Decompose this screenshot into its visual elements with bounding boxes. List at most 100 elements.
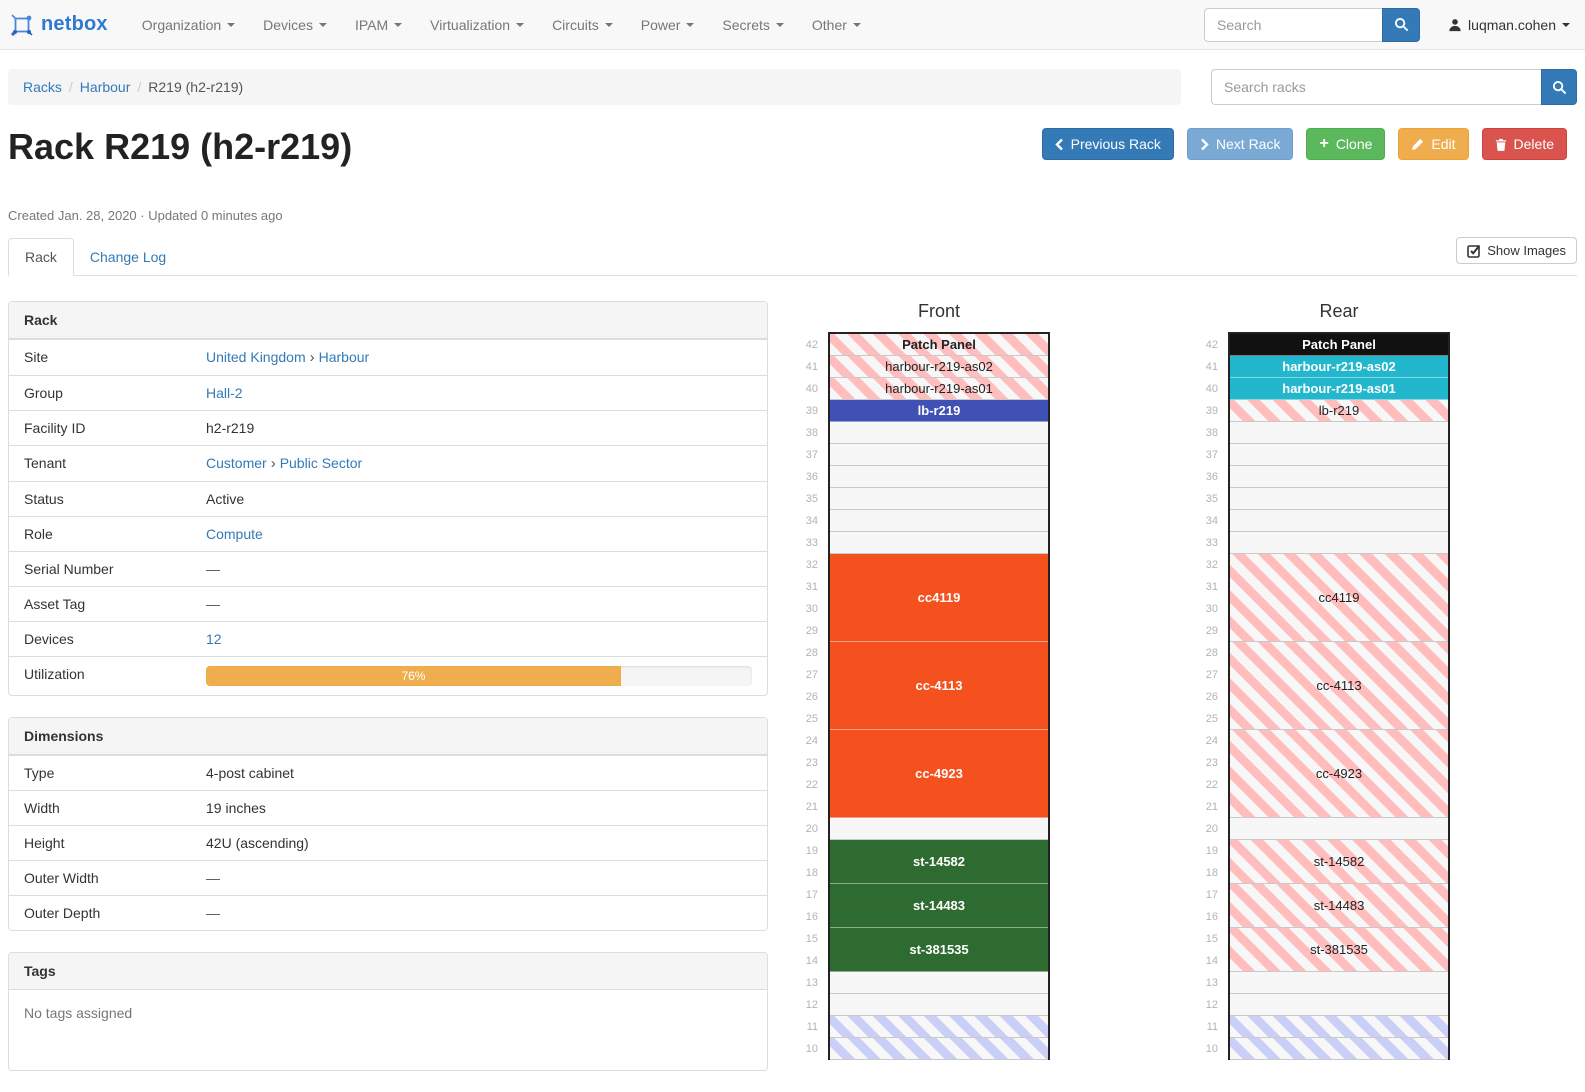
user-icon xyxy=(1448,18,1462,32)
device-cc-4113[interactable]: cc-4113 xyxy=(830,642,1048,730)
nav-item-devices[interactable]: Devices xyxy=(249,1,341,49)
device-lb-r219[interactable]: lb-r219 xyxy=(830,400,1048,422)
unit-number-front-31: 31 xyxy=(805,581,818,593)
main-menu: Organization Devices IPAM Virtualization Cir… xyxy=(128,1,875,49)
netbox-logo[interactable]: netbox xyxy=(10,13,108,37)
empty-unit-front-35[interactable] xyxy=(830,488,1048,510)
device-st-381535[interactable]: st-381535 xyxy=(830,928,1048,972)
device-harbour-r219-as01[interactable]: harbour-r219-as01 xyxy=(1230,378,1448,400)
empty-unit-rear-12[interactable] xyxy=(1230,994,1448,1016)
device-cc4119[interactable]: cc4119 xyxy=(830,554,1048,642)
delete-button[interactable]: Delete xyxy=(1481,128,1567,160)
device-lb-r219[interactable]: lb-r219 xyxy=(1230,400,1448,422)
empty-unit-rear-33[interactable] xyxy=(1230,532,1448,554)
tab-change-log[interactable]: Change Log xyxy=(89,249,167,265)
reserved-units-rear-11 xyxy=(1230,1016,1448,1038)
nav-item-circuits[interactable]: Circuits xyxy=(538,1,627,49)
rack-search-button[interactable] xyxy=(1541,69,1577,105)
empty-unit-front-34[interactable] xyxy=(830,510,1048,532)
device-harbour-r219-as02[interactable]: harbour-r219-as02 xyxy=(830,356,1048,378)
search-icon xyxy=(1552,80,1567,95)
breadcrumb-link-racks[interactable]: Racks xyxy=(23,79,62,95)
rack-search-input[interactable] xyxy=(1211,69,1541,105)
chevron-down-icon xyxy=(516,22,525,27)
empty-unit-front-13[interactable] xyxy=(830,972,1048,994)
chevron-down-icon xyxy=(775,22,784,27)
device-st-14582[interactable]: st-14582 xyxy=(830,840,1048,884)
global-search-button[interactable] xyxy=(1382,7,1421,42)
device-st-381535[interactable]: st-381535 xyxy=(1230,928,1448,972)
site-link[interactable]: Harbour xyxy=(318,349,370,365)
device-label: cc-4113 xyxy=(1316,678,1362,693)
device-cc-4923[interactable]: cc-4923 xyxy=(830,730,1048,818)
show-images-button[interactable]: Show Images xyxy=(1456,237,1577,264)
device-st-14582[interactable]: st-14582 xyxy=(1230,840,1448,884)
role-link[interactable]: Compute xyxy=(206,526,263,542)
empty-unit-front-20[interactable] xyxy=(830,818,1048,840)
device-patch-panel[interactable]: Patch Panel xyxy=(1230,334,1448,356)
next-rack-button[interactable]: Next Rack xyxy=(1186,128,1294,160)
device-label: st-14582 xyxy=(1313,854,1365,869)
empty-unit-rear-20[interactable] xyxy=(1230,818,1448,840)
empty-unit-rear-37[interactable] xyxy=(1230,444,1448,466)
unit-number-front-16: 16 xyxy=(805,911,818,923)
attr-row-outer-width: Outer Width — xyxy=(9,860,767,895)
nav-item-power[interactable]: Power xyxy=(627,1,709,49)
global-search-input[interactable] xyxy=(1204,7,1383,42)
rack-box-rear: Patch Panel harbour-r219-as02 harbour-r219… xyxy=(1228,332,1450,1060)
unit-number-front-29: 29 xyxy=(805,625,818,637)
devices-count-link[interactable]: 12 xyxy=(206,631,222,647)
device-st-14483[interactable]: st-14483 xyxy=(1230,884,1448,928)
device-harbour-r219-as01[interactable]: harbour-r219-as01 xyxy=(830,378,1048,400)
empty-unit-front-38[interactable] xyxy=(830,422,1048,444)
reserved-units-front-11 xyxy=(830,1016,1048,1038)
device-cc-4113[interactable]: cc-4113 xyxy=(1230,642,1448,730)
device-label: harbour-r219-as01 xyxy=(1282,381,1396,396)
tenant-group-link[interactable]: Customer xyxy=(206,455,267,471)
nav-item-organization[interactable]: Organization xyxy=(128,1,249,49)
nav-item-ipam[interactable]: IPAM xyxy=(341,1,416,49)
unit-number-front-23: 23 xyxy=(805,757,818,769)
tenant-link[interactable]: Public Sector xyxy=(279,455,363,471)
device-harbour-r219-as02[interactable]: harbour-r219-as02 xyxy=(1230,356,1448,378)
elevation-front-title: Front xyxy=(917,301,960,321)
previous-rack-button[interactable]: Previous Rack xyxy=(1041,128,1174,160)
device-patch-panel[interactable]: Patch Panel xyxy=(830,334,1048,356)
empty-unit-rear-13[interactable] xyxy=(1230,972,1448,994)
unit-number-rear-27: 27 xyxy=(1205,669,1218,681)
unit-number-front-22: 22 xyxy=(805,779,818,791)
unit-number-front-24: 24 xyxy=(805,735,818,747)
nav-item-virtualization[interactable]: Virtualization xyxy=(416,1,538,49)
empty-unit-front-12[interactable] xyxy=(830,994,1048,1016)
device-label: st-14483 xyxy=(1313,898,1365,913)
empty-unit-rear-38[interactable] xyxy=(1230,422,1448,444)
empty-unit-front-33[interactable] xyxy=(830,532,1048,554)
empty-unit-rear-34[interactable] xyxy=(1230,510,1448,532)
unit-number-front-40: 40 xyxy=(805,383,818,395)
check-square-icon xyxy=(1467,244,1481,258)
rack-group-link[interactable]: Hall-2 xyxy=(206,385,243,401)
empty-unit-rear-35[interactable] xyxy=(1230,488,1448,510)
unit-number-rear-29: 29 xyxy=(1205,625,1218,637)
nav-item-other[interactable]: Other xyxy=(798,1,875,49)
breadcrumb-link-harbour[interactable]: Harbour xyxy=(79,79,131,95)
empty-unit-front-36[interactable] xyxy=(830,466,1048,488)
reserved-units-front-10 xyxy=(830,1038,1048,1060)
unit-rail-rear: 42 41 40 39 38 37 36 35 34 33 32 31 30 29 28 27 26 25 24 23… xyxy=(1188,332,1228,1060)
nav-item-secrets[interactable]: Secrets xyxy=(708,1,797,49)
empty-unit-front-37[interactable] xyxy=(830,444,1048,466)
unit-number-front-28: 28 xyxy=(805,647,818,659)
region-link[interactable]: United Kingdom xyxy=(206,349,306,365)
empty-unit-rear-36[interactable] xyxy=(1230,466,1448,488)
device-cc4119[interactable]: cc4119 xyxy=(1230,554,1448,642)
user-menu[interactable]: luqman.cohen xyxy=(1448,17,1570,33)
breadcrumb: Racks / Harbour / R219 (h2-r219) xyxy=(8,69,1181,105)
unit-number-front-38: 38 xyxy=(805,427,818,439)
device-cc-4923[interactable]: cc-4923 xyxy=(1230,730,1448,818)
device-st-14483[interactable]: st-14483 xyxy=(830,884,1048,928)
clone-button[interactable]: + Clone xyxy=(1306,128,1386,160)
tab-rack[interactable]: Rack xyxy=(8,238,74,276)
unit-number-rear-42: 42 xyxy=(1205,339,1218,351)
edit-button[interactable]: Edit xyxy=(1398,128,1469,160)
chevron-down-icon xyxy=(604,22,613,27)
